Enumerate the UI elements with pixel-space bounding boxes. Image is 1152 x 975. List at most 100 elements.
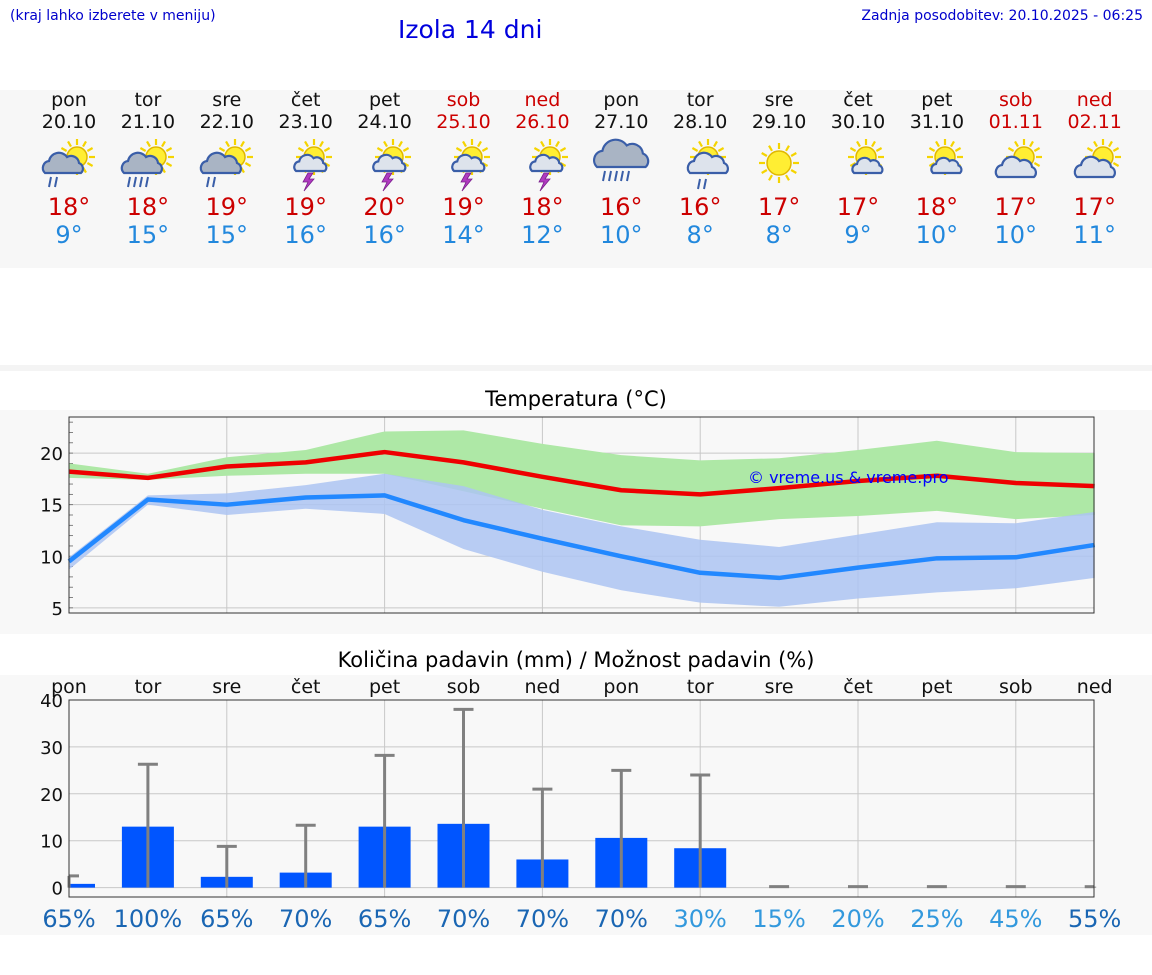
x-category-label: pon <box>51 676 87 698</box>
precip-probability-label: 65% <box>42 905 95 933</box>
max-temp-range-band <box>69 430 1095 527</box>
day-date: 30.10 <box>830 111 886 133</box>
x-category-label: tor <box>134 676 161 698</box>
max-temp: 16° <box>600 193 643 221</box>
sun-cloud-heavy-rain-icon <box>120 139 174 188</box>
day-date: 29.10 <box>751 111 807 133</box>
y-tick-label: 10 <box>40 832 63 853</box>
max-temp: 17° <box>1073 193 1116 221</box>
min-temp: 12° <box>521 221 564 249</box>
max-temp: 17° <box>994 193 1038 221</box>
min-temp: 15° <box>205 221 249 249</box>
day-column: sre 22.10 19° 15° <box>187 90 267 249</box>
day-name: sob <box>999 89 1033 111</box>
min-temp: 9° <box>55 221 83 249</box>
max-temp: 19° <box>284 193 327 221</box>
temperature-chart-title: Temperatura (°C) <box>485 387 667 411</box>
min-temp: 9° <box>844 221 872 249</box>
x-category-label: sob <box>999 676 1033 698</box>
max-temp: 19° <box>442 193 485 221</box>
precip-probability-label: 100% <box>114 905 183 933</box>
sun-small-cloud-icon <box>848 139 884 175</box>
precip-probability-label: 55% <box>1068 905 1121 933</box>
y-tick-label: 20 <box>40 785 63 806</box>
day-date: 27.10 <box>594 111 649 133</box>
min-temp: 14° <box>442 221 485 249</box>
sun-small-cloud-icon <box>926 139 963 175</box>
day-name: tor <box>686 89 714 111</box>
day-column: čet 23.10 19° 16° <box>266 90 346 250</box>
precip-chart-title: Količina padavin (mm) / Možnost padavin … <box>337 648 815 672</box>
precip-probability-label: 70% <box>279 905 332 933</box>
precip-probability-label: 30% <box>674 905 727 933</box>
day-column: ned 26.10 18° 12° <box>502 89 582 250</box>
precip-probability-label: 65% <box>200 905 253 933</box>
y-tick-label: 30 <box>40 738 63 759</box>
sun-cloud-rain-icon <box>686 139 730 190</box>
plot-area <box>69 700 1094 897</box>
day-date: 02.11 <box>1067 111 1122 133</box>
x-category-label: ned <box>1077 676 1113 698</box>
day-name: sre <box>212 89 242 111</box>
sun-cloud-thunder-icon <box>450 139 490 192</box>
day-date: 24.10 <box>357 111 412 133</box>
y-tick-label: 15 <box>40 496 63 517</box>
forecast-strip <box>0 90 1152 268</box>
day-column: pon 27.10 16° 10° <box>581 90 661 249</box>
y-tick-label: 20 <box>40 444 63 465</box>
x-category-label: tor <box>687 676 714 698</box>
plot-frame <box>68 416 1095 614</box>
min-temp: 16° <box>363 221 406 249</box>
day-column: pon 20.10 18° 9° <box>29 90 109 249</box>
min-temp: 10° <box>994 221 1038 249</box>
sun-cloud-thunder-icon <box>371 139 411 192</box>
sun-cloud-icon <box>994 139 1042 179</box>
max-temp-line <box>68 449 1095 497</box>
y-tick-label: 40 <box>40 691 63 712</box>
max-temp: 17° <box>757 193 801 221</box>
day-column: ned 02.11 17° 11° <box>1055 89 1135 250</box>
day-column: sob 01.11 17° 10° <box>976 89 1056 250</box>
y-tick-label: 10 <box>40 547 63 568</box>
min-temp-line <box>67 493 1096 581</box>
min-temp: 15° <box>126 221 170 249</box>
day-column: pet 24.10 20° 16° <box>345 90 425 250</box>
plot-frame <box>68 699 1095 898</box>
day-name: sob <box>446 89 481 111</box>
max-temp: 16° <box>678 193 722 221</box>
day-name: pet <box>921 89 953 111</box>
day-date: 23.10 <box>278 111 333 133</box>
day-column: čet 30.10 17° 9° <box>818 90 898 250</box>
day-date: 25.10 <box>436 111 491 133</box>
temperature-chart: 5 10 15 20 © vreme.us & vreme.pro <box>40 416 1096 620</box>
min-temp: 10° <box>915 221 959 249</box>
x-category-label: sre <box>212 676 241 698</box>
min-temp: 16° <box>284 221 327 249</box>
precip-probability-label: 70% <box>595 905 648 933</box>
max-temp: 18° <box>915 193 959 221</box>
sun-cloud-rain-icon <box>199 139 253 188</box>
min-temp: 8° <box>686 221 714 249</box>
precip-probability-label: 70% <box>516 905 569 933</box>
sun-cloud-thunder-icon <box>529 139 569 192</box>
day-name: ned <box>1076 89 1113 111</box>
day-date: 31.10 <box>909 111 965 133</box>
x-category-label: ned <box>525 676 561 698</box>
day-date: 28.10 <box>672 111 728 133</box>
day-date: 26.10 <box>515 111 570 133</box>
day-name: pon <box>51 89 87 111</box>
sun-cloud-thunder-icon <box>292 139 332 192</box>
day-name: ned <box>524 89 561 111</box>
max-temp: 20° <box>363 193 406 221</box>
watermark-text: © vreme.us & vreme.pro <box>748 468 949 487</box>
precip-probability-label: 20% <box>831 905 884 933</box>
day-name: sre <box>764 89 794 111</box>
min-temp: 11° <box>1073 221 1116 249</box>
min-temp-range-band <box>69 473 1095 607</box>
sun-icon <box>759 143 800 183</box>
day-column: pet 31.10 18° 10° <box>897 89 977 250</box>
section-divider <box>0 365 1152 371</box>
max-temp: 18° <box>521 193 564 221</box>
day-column: tor 28.10 16° 8° <box>660 90 740 249</box>
